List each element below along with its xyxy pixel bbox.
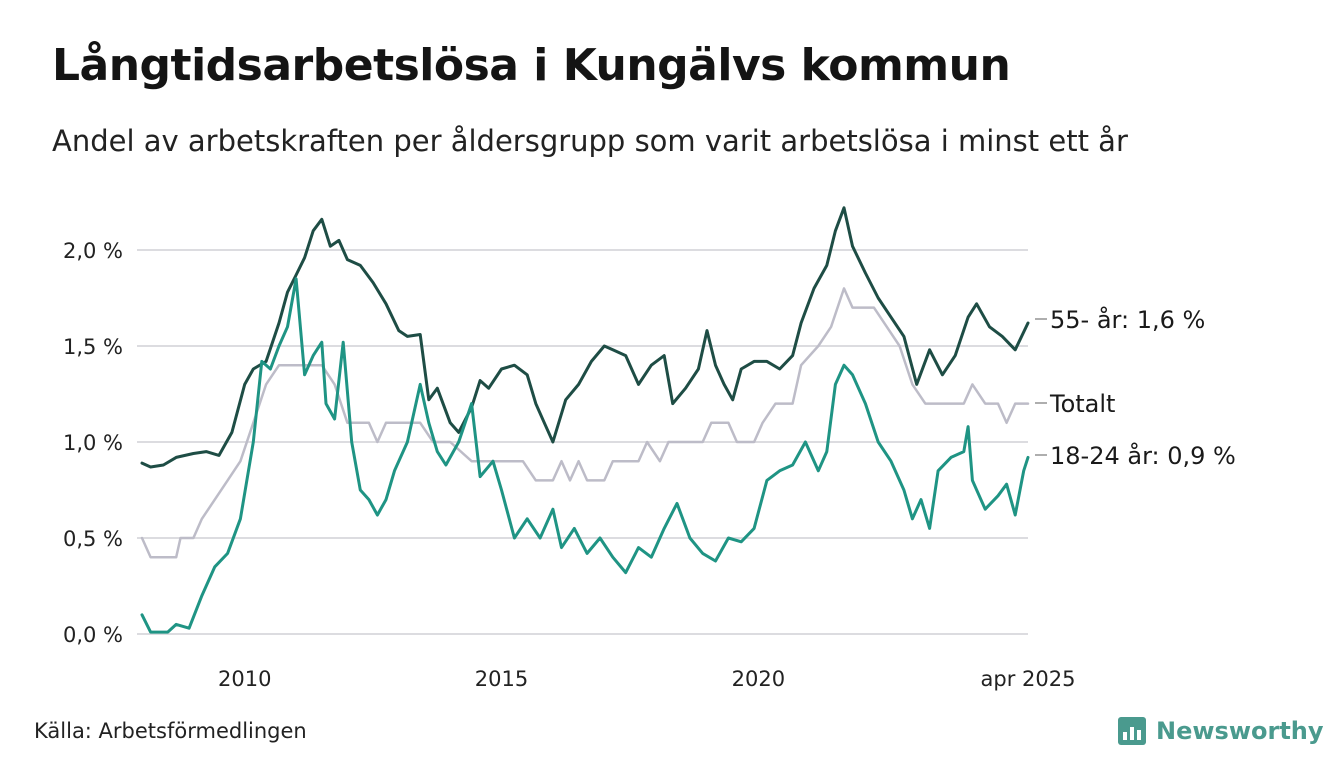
series-end-label: 55- år: 1,6 % — [1050, 305, 1205, 334]
x-tick-label: apr 2025 — [981, 667, 1076, 691]
x-tick-label: 2020 — [732, 667, 785, 691]
y-axis-ticks: 0,0 % 0,5 % 1,0 % 1,5 % 2,0 % — [63, 239, 123, 647]
y-tick-label: 0,0 % — [63, 623, 123, 647]
series-lines — [140, 206, 1030, 634]
chart-subtitle: Andel av arbetskraften per åldersgrupp s… — [52, 124, 1128, 158]
series-end-label: 18-24 år: 0,9 % — [1050, 441, 1236, 470]
line-chart: 0,0 % 0,5 % 1,0 % 1,5 % 2,0 % 2010 2015 2020 ap… — [63, 206, 1236, 691]
chart-title: Långtidsarbetslösa i Kungälvs kommun — [52, 40, 1011, 91]
brand-name: Newsworthy — [1156, 717, 1324, 745]
x-axis-ticks: 2010 2015 2020 apr 2025 — [218, 667, 1075, 691]
y-tick-label: 1,0 % — [63, 431, 123, 455]
brand-logo: Newsworthy — [1118, 714, 1324, 748]
gridlines — [137, 249, 1028, 635]
x-tick-label: 2015 — [475, 667, 528, 691]
series-line — [140, 206, 1030, 469]
y-tick-label: 2,0 % — [63, 239, 123, 263]
series-line — [140, 277, 1030, 634]
series-end-label: Totalt — [1049, 390, 1115, 418]
series-line — [140, 287, 1030, 559]
y-tick-label: 0,5 % — [63, 527, 123, 551]
source-note: Källa: Arbetsförmedlingen — [34, 719, 307, 743]
chart-logo-icon — [1118, 717, 1146, 745]
end-labels: Totalt 55- år: 1,6 % 18-24 år: 0,9 % — [1035, 305, 1236, 470]
y-tick-label: 1,5 % — [63, 335, 123, 359]
x-tick-label: 2010 — [218, 667, 271, 691]
